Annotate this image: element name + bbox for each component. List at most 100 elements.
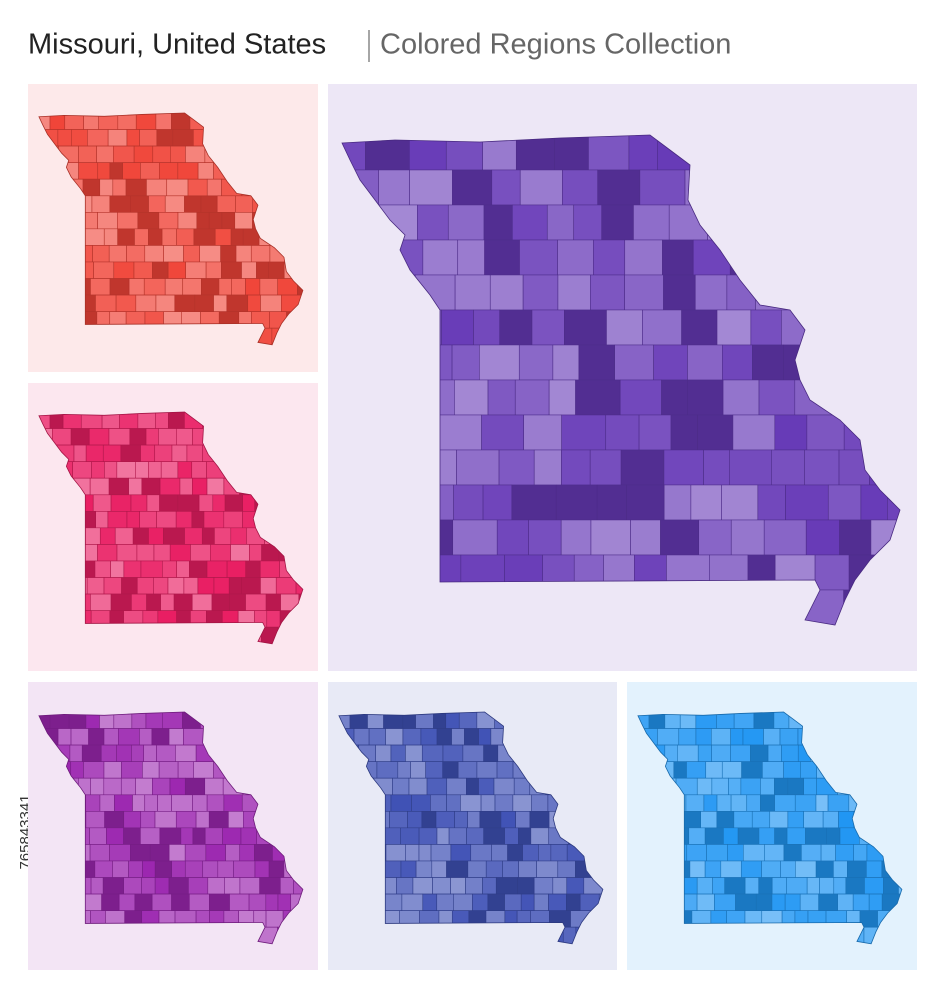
- county: [224, 795, 242, 812]
- county: [93, 495, 111, 512]
- county: [174, 594, 192, 611]
- county: [548, 894, 566, 911]
- county: [185, 146, 204, 163]
- county: [169, 729, 183, 746]
- county: [762, 861, 781, 878]
- county: [71, 729, 89, 746]
- county: [169, 844, 185, 861]
- county: [146, 712, 162, 729]
- county: [760, 795, 774, 812]
- county: [132, 795, 144, 812]
- county: [775, 415, 807, 450]
- county: [807, 415, 844, 450]
- county: [682, 310, 717, 345]
- county: [278, 894, 291, 911]
- county: [144, 279, 165, 296]
- county: [229, 578, 241, 595]
- county: [758, 485, 786, 520]
- county: [419, 828, 437, 845]
- county: [402, 894, 423, 911]
- county: [697, 778, 712, 795]
- county: [280, 878, 293, 895]
- county: [741, 861, 761, 878]
- county: [260, 295, 281, 312]
- county: [153, 146, 171, 163]
- county: [190, 544, 210, 561]
- county: [677, 745, 698, 762]
- county: [134, 262, 152, 279]
- county: [231, 279, 245, 296]
- county: [242, 578, 261, 595]
- county: [457, 450, 499, 485]
- county: [392, 778, 409, 795]
- county: [816, 795, 828, 812]
- county: [800, 894, 818, 911]
- county: [159, 163, 177, 180]
- county: [772, 878, 786, 895]
- county: [566, 894, 580, 911]
- county: [106, 828, 123, 845]
- county: [155, 811, 176, 828]
- county: [222, 212, 235, 229]
- county: [477, 762, 497, 779]
- county: [721, 861, 741, 878]
- county: [112, 861, 128, 878]
- county: [588, 135, 629, 170]
- county: [241, 828, 257, 845]
- county: [122, 578, 138, 595]
- county: [71, 762, 84, 779]
- county: [723, 380, 759, 415]
- county: [94, 262, 114, 279]
- county: [148, 229, 162, 246]
- county: [130, 429, 146, 446]
- county: [73, 462, 92, 479]
- county: [136, 113, 156, 130]
- county: [209, 811, 228, 828]
- county: [231, 544, 250, 561]
- county: [158, 795, 172, 812]
- county: [230, 894, 250, 911]
- county: [129, 279, 144, 296]
- county: [111, 561, 124, 578]
- county: [562, 450, 591, 485]
- county: [671, 415, 697, 450]
- county: [627, 485, 665, 520]
- county: [110, 279, 129, 296]
- county: [687, 380, 723, 415]
- county: [156, 745, 175, 762]
- county: [87, 130, 108, 147]
- county: [83, 179, 100, 196]
- county: [225, 495, 243, 512]
- county: [100, 179, 113, 196]
- county: [869, 894, 882, 911]
- county: [759, 878, 772, 895]
- county: [86, 811, 105, 828]
- county: [386, 844, 405, 861]
- county: [754, 712, 774, 729]
- county: [104, 778, 121, 795]
- county: [497, 520, 528, 555]
- county: [147, 495, 160, 512]
- county: [148, 528, 163, 545]
- county: [170, 544, 190, 561]
- county: [492, 170, 520, 205]
- county: [674, 762, 687, 779]
- county: [598, 170, 640, 205]
- state-outline: [39, 412, 303, 644]
- county: [654, 345, 688, 380]
- county: [114, 262, 134, 279]
- county: [827, 828, 840, 845]
- county: [162, 712, 182, 729]
- county: [141, 561, 162, 578]
- county: [780, 861, 795, 878]
- county: [519, 861, 537, 878]
- county: [453, 894, 472, 911]
- county: [421, 729, 437, 746]
- county: [657, 729, 678, 746]
- county: [266, 894, 278, 911]
- county: [466, 778, 478, 795]
- county: [727, 844, 743, 861]
- county: [410, 170, 453, 205]
- county: [458, 762, 477, 779]
- county: [85, 229, 105, 246]
